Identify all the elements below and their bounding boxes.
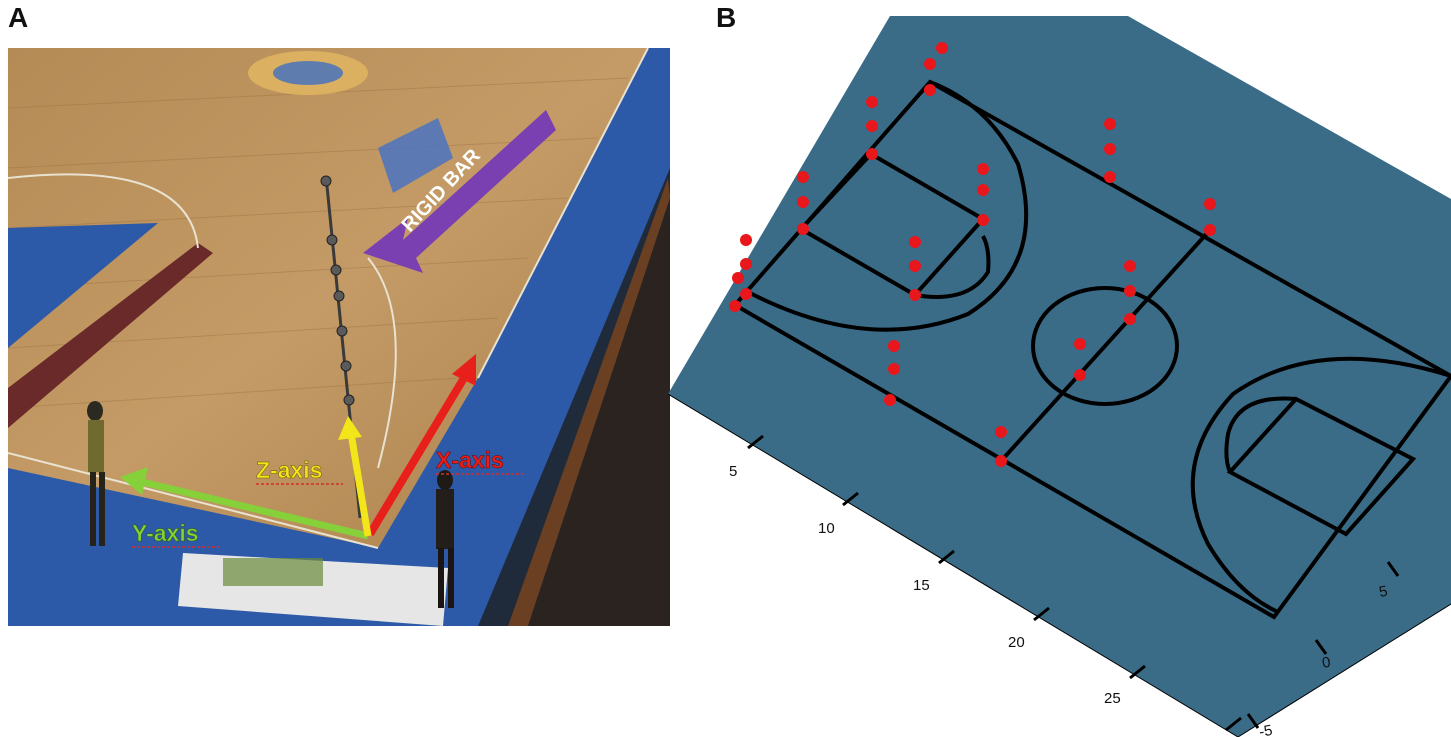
y-axis-arrow [120, 467, 369, 540]
person-right [436, 470, 454, 608]
right-three-point-arc [1190, 356, 1451, 614]
right-axis-tick-label-0: 0 [1321, 654, 1332, 672]
court-boundary [731, 79, 1451, 620]
left-three-point-arc [747, 80, 1029, 332]
half-court-line [999, 228, 1212, 463]
court-baseline [477, 48, 649, 379]
bar-markers [320, 175, 355, 406]
x-axis-arrow [366, 354, 476, 537]
court-sideline [8, 452, 379, 549]
right-axis-tick-label-minus5: -5 [1258, 722, 1274, 737]
left-axis-ticks [747, 434, 1242, 732]
right-key [1226, 396, 1417, 537]
person-left [87, 401, 105, 546]
calibration-markers [729, 42, 1216, 467]
left-free-throw-arc [914, 235, 991, 299]
right-free-throw-arc [1224, 396, 1297, 473]
left-axis-tick-label-20: 20 [1008, 634, 1025, 651]
calibration-photo: RIGID BAR Z-axis X-axis Y-axis [8, 48, 670, 626]
stands-shadow [528, 198, 670, 626]
lane-band [8, 243, 213, 428]
right-axis-tick-label-5: 5 [1378, 583, 1389, 601]
floor-logo-inner [273, 61, 343, 85]
left-axis-tick-label-25: 25 [1104, 690, 1121, 707]
court-arc-right [367, 257, 397, 469]
ad-board-print [223, 558, 323, 586]
z-axis-label: Z-axis [256, 457, 322, 483]
court-3d-model: 5 10 15 20 25 5 0 -5 [668, 16, 1451, 737]
front-edge-left [668, 393, 1239, 737]
key-area [8, 223, 158, 348]
panel-label-b: B [716, 2, 737, 33]
center-circle [1031, 286, 1179, 406]
left-axis-tick-label-15: 15 [913, 577, 930, 594]
left-axis-tick-label-5: 5 [729, 463, 737, 480]
x-axis-label: X-axis [436, 447, 504, 473]
left-axis-tick-label-10: 10 [818, 520, 835, 537]
z-axis-arrow [338, 416, 372, 537]
wooden-rail [508, 178, 670, 626]
panel-label-a: A [8, 2, 29, 33]
court-surface [668, 16, 1451, 737]
y-axis-label: Y-axis [132, 520, 199, 546]
right-axis-ticks [1246, 561, 1400, 729]
front-edge-right [1237, 603, 1451, 737]
court-arc-left [8, 173, 199, 249]
rigid-bar-arrow [363, 110, 556, 273]
floor-planks [8, 77, 629, 409]
floor-sticker [378, 118, 453, 193]
